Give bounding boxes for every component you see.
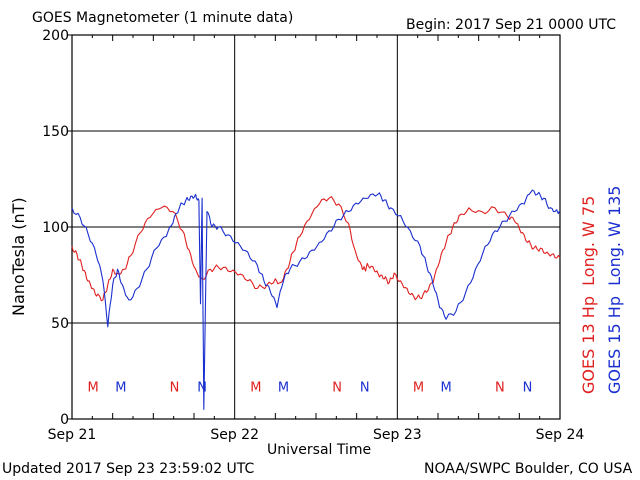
legend-goes15-longitude: Long. W 135 [605, 185, 624, 286]
updated-time: Updated 2017 Sep 23 23:59:02 UTC [2, 461, 255, 477]
marker-label-6: N [332, 380, 342, 395]
marker-label-4: M [250, 380, 261, 395]
series-line-goes-15-hp [71, 189, 561, 410]
y-tick-label-3: 150 [42, 124, 69, 140]
marker-label-3: N [197, 380, 207, 395]
marker-label-1: M [115, 380, 126, 395]
credit-text: NOAA/SWPC Boulder, CO USA [424, 461, 633, 477]
marker-label-9: M [441, 380, 452, 395]
x-tick-label-1: Sep 22 [210, 427, 259, 443]
x-axis-label: Universal Time [267, 442, 372, 458]
marker-label-0: M [88, 380, 99, 395]
legend-goes15: GOES 15 Hp Long. W 135 [605, 185, 624, 395]
legend-goes15-name: GOES 15 Hp [605, 296, 624, 394]
marker-label-10: N [495, 380, 505, 395]
begin-time: Begin: 2017 Sep 21 0000 UTC [406, 17, 617, 33]
series-line-goes-13-hp [71, 196, 561, 302]
marker-label-5: M [278, 380, 289, 395]
marker-label-11: N [523, 380, 533, 395]
marker-label-7: N [360, 380, 370, 395]
x-tick-label-2: Sep 23 [373, 427, 422, 443]
y-tick-label-4: 200 [42, 28, 69, 44]
marker-label-8: M [413, 380, 424, 395]
y-axis-label: NanoTesla (nT) [9, 197, 28, 316]
marker-label-2: N [170, 380, 180, 395]
chart-title: GOES Magnetometer (1 minute data) [32, 10, 294, 26]
legend-goes13: GOES 13 Hp Long. W 75 [579, 195, 598, 394]
x-tick-label-0: Sep 21 [48, 427, 97, 443]
y-tick-label-2: 100 [42, 220, 69, 236]
legend-goes13-name: GOES 13 Hp [579, 296, 598, 394]
y-tick-label-0: 0 [60, 412, 69, 428]
x-tick-label-3: Sep 24 [536, 427, 585, 443]
plot-area: 0 50 100 150 200 Sep 21 Sep 22 Sep 23 Sep 24 M M N N… [42, 28, 584, 443]
y-tick-label-1: 50 [51, 316, 69, 332]
legend-goes13-longitude: Long. W 75 [579, 195, 598, 286]
